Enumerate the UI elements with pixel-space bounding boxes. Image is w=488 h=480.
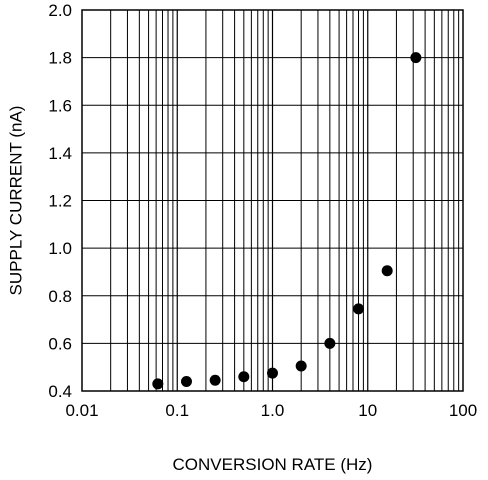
data-point	[238, 371, 250, 383]
x-tick-label: 0.1	[165, 401, 189, 420]
y-tick-label: 1.6	[48, 96, 72, 115]
y-tick-labels: 0.4 0.6 0.8 1.0 1.2 1.4 1.6 1.8 2.0	[48, 1, 72, 401]
y-tick-label: 1.4	[48, 144, 72, 163]
x-axis-label: CONVERSION RATE (Hz)	[173, 455, 373, 474]
data-points	[152, 52, 422, 390]
data-point	[410, 52, 422, 64]
y-tick-label: 1.0	[48, 239, 72, 258]
y-tick-label: 0.8	[48, 287, 72, 306]
x-tick-label: 1.0	[261, 401, 285, 420]
y-tick-label: 1.2	[48, 192, 72, 211]
data-point	[381, 265, 393, 277]
data-point	[152, 378, 164, 390]
plot-frame	[81, 9, 464, 392]
y-tick-label: 0.6	[48, 334, 72, 353]
y-axis-label: SUPPLY CURRENT (nA)	[7, 106, 26, 296]
x-tick-label: 0.01	[65, 401, 98, 420]
y-tick-label: 0.4	[48, 382, 72, 401]
data-point	[324, 337, 336, 349]
data-point	[180, 375, 192, 387]
data-point	[353, 303, 365, 315]
grid-lines	[82, 10, 463, 391]
data-point	[267, 367, 278, 379]
x-tick-label: 10	[358, 401, 377, 420]
data-point	[209, 374, 221, 386]
y-tick-label: 2.0	[48, 1, 72, 20]
data-point	[295, 360, 307, 372]
x-tick-label: 100	[449, 401, 477, 420]
y-tick-label: 1.8	[48, 49, 72, 68]
x-tick-labels: 0.01 0.1 1.0 10 100	[65, 401, 477, 420]
